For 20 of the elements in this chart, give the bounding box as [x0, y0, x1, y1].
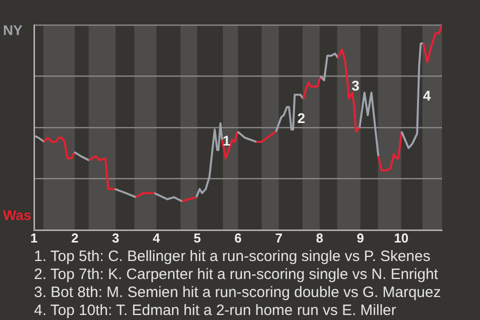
x-tick-label: 2: [71, 230, 78, 246]
text: 3. Bot 8th: M. Semien hit a run-scoring double vs G. Marquez: [34, 284, 441, 302]
x-tick-label: 8: [316, 230, 324, 246]
annotation: 1: [222, 132, 231, 149]
x-tick-label: 1: [30, 230, 38, 246]
text: 2. Top 7th: K. Carpenter hit a run-scoring single vs N. Enright: [34, 266, 440, 284]
x-tick-label: 5: [194, 230, 201, 246]
annotation: 2: [297, 110, 306, 126]
x-tick-label: 6: [234, 230, 242, 246]
x-tick-label: 10: [394, 230, 408, 246]
text: 4. Top 10th: T. Edman hit a 2-run home run vs E. Miller: [34, 302, 398, 320]
annotation: 3: [352, 77, 360, 94]
x-tick-label: 3: [112, 230, 120, 246]
x-tick-label: 7: [275, 230, 282, 246]
annotation: 4: [423, 88, 432, 104]
text: 1. Top 5th: C. Bellinger hit a run-scoring single vs P. Skenes: [34, 248, 432, 266]
x-tick-label: 4: [152, 230, 161, 246]
x-tick-label: 9: [356, 230, 364, 246]
text: NY: [3, 22, 24, 38]
text: Was: [3, 206, 32, 223]
